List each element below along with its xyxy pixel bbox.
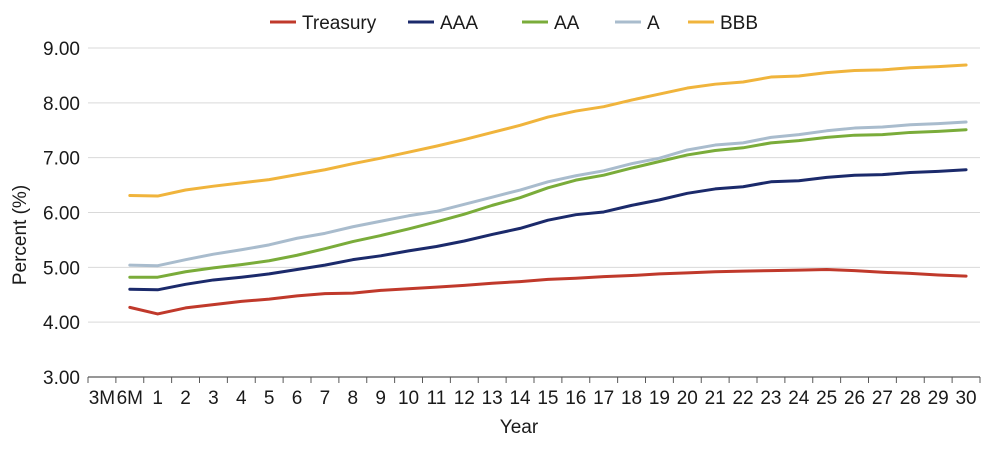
x-axis-ticks: 3M 6M 1 2 3 4 5 6 7 8 9 10 11 12 13 14 15 16 17 18 19 20 21 22 2… — [87, 377, 981, 409]
x-tick-label: 29 — [928, 388, 949, 409]
series-line-aa — [128, 128, 968, 279]
x-tick-label: 3M — [89, 388, 115, 409]
x-tick-label: 28 — [900, 388, 921, 409]
legend-label: A — [647, 13, 660, 34]
y-tick-label: 8.00 — [43, 94, 80, 115]
x-tick-label: 26 — [844, 388, 865, 409]
legend-label: AA — [554, 13, 580, 34]
x-tick-label: 2 — [180, 388, 191, 409]
legend-item-a: A — [615, 13, 660, 34]
x-tick-label: 19 — [649, 388, 670, 409]
x-tick-label: 12 — [454, 388, 475, 409]
x-tick-label: 24 — [788, 388, 810, 409]
y-tick-label: 6.00 — [43, 204, 80, 225]
y-tick-label: 7.00 — [43, 149, 80, 170]
y-tick-label: 9.00 — [43, 39, 80, 60]
x-tick-label: 20 — [677, 388, 698, 409]
x-tick-label: 5 — [264, 388, 275, 409]
y-tick-label: 5.00 — [43, 258, 80, 279]
y-axis-ticks: 3.00 4.00 5.00 6.00 7.00 8.00 9.00 — [43, 39, 80, 389]
legend-label: BBB — [720, 13, 758, 34]
series-lines — [128, 63, 968, 316]
legend-item-aaa: AAA — [408, 13, 478, 34]
y-tick-label: 4.00 — [43, 313, 80, 334]
x-tick-label: 30 — [955, 388, 976, 409]
x-tick-label: 4 — [236, 388, 247, 409]
legend-item-bbb: BBB — [688, 13, 758, 34]
legend-label: AAA — [440, 13, 478, 34]
legend-label: Treasury — [302, 13, 377, 34]
x-tick-label: 7 — [320, 388, 331, 409]
legend: Treasury AAA AA A BBB — [270, 13, 758, 34]
x-tick-label: 6M — [117, 388, 143, 409]
x-tick-label: 16 — [565, 388, 586, 409]
x-tick-label: 25 — [816, 388, 837, 409]
x-tick-label: 11 — [427, 388, 447, 409]
x-axis-title: Year — [500, 417, 539, 438]
x-tick-label: 14 — [509, 388, 531, 409]
x-tick-label: 21 — [705, 388, 726, 409]
x-tick-label: 3 — [208, 388, 219, 409]
series-line-aaa — [128, 168, 968, 292]
x-tick-label: 23 — [760, 388, 781, 409]
legend-item-treasury: Treasury — [270, 13, 377, 34]
x-tick-label: 6 — [292, 388, 303, 409]
y-tick-label: 3.00 — [43, 368, 80, 389]
x-tick-label: 17 — [593, 388, 614, 409]
x-tick-label: 15 — [537, 388, 558, 409]
series-line-treasury — [128, 268, 968, 316]
legend-item-aa: AA — [522, 13, 580, 34]
grid-lines — [88, 47, 980, 323]
x-tick-label: 22 — [732, 388, 753, 409]
y-axis-title: Percent (%) — [10, 185, 31, 285]
x-tick-label: 27 — [872, 388, 893, 409]
x-tick-label: 13 — [482, 388, 503, 409]
x-tick-label: 18 — [621, 388, 642, 409]
x-tick-label: 8 — [348, 388, 359, 409]
x-tick-label: 9 — [375, 388, 386, 409]
x-tick-label: 10 — [398, 388, 419, 409]
series-line-bbb — [128, 63, 968, 198]
series-line-a — [128, 120, 968, 268]
x-tick-label: 1 — [152, 388, 163, 409]
